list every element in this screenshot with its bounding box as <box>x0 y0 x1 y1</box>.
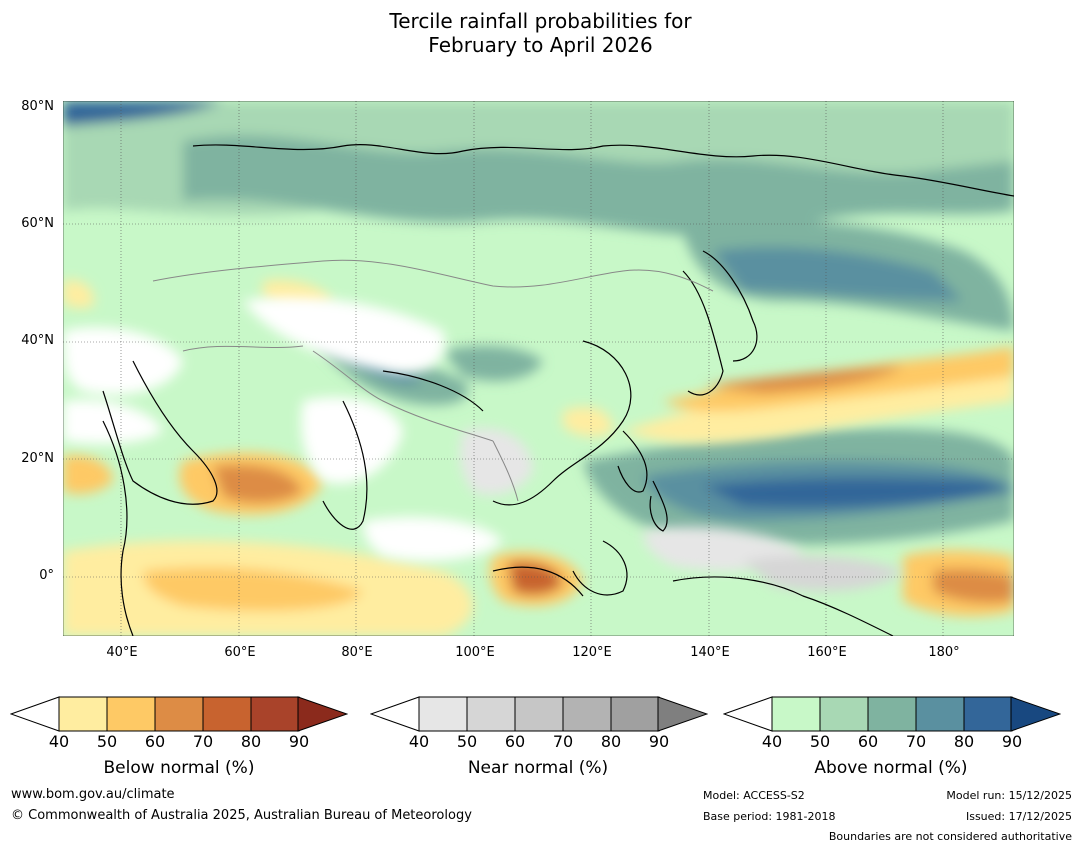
lon-label-40e: 40°E <box>106 645 138 660</box>
near-normal-field <box>63 297 903 591</box>
coastlines <box>102 144 1014 636</box>
website-link[interactable]: www.bom.gov.au/climate <box>11 787 175 802</box>
near-normal-segment <box>466 696 516 732</box>
base-period-text: Base period: 1981-2018 <box>703 810 836 823</box>
lat-label-60n: 60°N <box>21 216 54 231</box>
below-normal-tick-label: 90 <box>288 732 310 751</box>
map-gridlines <box>63 101 1014 636</box>
above-normal-tick-label: 50 <box>809 732 831 751</box>
near-normal-tick-label: 40 <box>408 732 430 751</box>
below-normal-title: Below normal (%) <box>103 758 255 778</box>
below-normal-segment <box>202 696 252 732</box>
lon-label-180: 180° <box>928 645 960 660</box>
near-normal-tick-label: 90 <box>648 732 670 751</box>
above-normal-tick-label: 40 <box>761 732 783 751</box>
boundaries-note: Boundaries are not considered authoritat… <box>828 830 1072 843</box>
above-normal-tick-label: 90 <box>1001 732 1023 751</box>
lon-label-120e: 120°E <box>572 645 612 660</box>
below-normal-segment <box>154 696 204 732</box>
below-normal-upper-extension <box>297 696 348 732</box>
below-normal-segment <box>106 696 156 732</box>
above-normal-tick-label: 70 <box>905 732 927 751</box>
lon-label-140e: 140°E <box>690 645 730 660</box>
above-normal-title: Above normal (%) <box>814 758 968 778</box>
near-normal-segment <box>610 696 660 732</box>
near-normal-tick-label: 60 <box>504 732 526 751</box>
above-normal-colorbar <box>723 696 1061 732</box>
near-normal-segment <box>514 696 564 732</box>
lat-label-0: 0° <box>39 568 54 583</box>
model-run-text: Model run: 15/12/2025 <box>946 789 1072 802</box>
near-normal-tick-label: 70 <box>552 732 574 751</box>
above-normal-segment <box>867 696 917 732</box>
near-normal-lower-extension <box>370 696 420 732</box>
model-text: Model: ACCESS-S2 <box>703 789 805 802</box>
near-normal-segment <box>562 696 612 732</box>
below-normal-tick-label: 40 <box>48 732 70 751</box>
near-normal-tick-label: 80 <box>600 732 622 751</box>
above-normal-tick-label: 60 <box>857 732 879 751</box>
lon-label-100e: 100°E <box>455 645 495 660</box>
above-normal-tick-label: 80 <box>953 732 975 751</box>
below-normal-lower-extension <box>10 696 60 732</box>
lat-label-40n: 40°N <box>21 333 54 348</box>
below-normal-colorbar <box>10 696 348 732</box>
below-normal-tick-label: 70 <box>192 732 214 751</box>
country-borders <box>152 259 714 502</box>
below-normal-tick-label: 50 <box>96 732 118 751</box>
title-line-1: Tercile rainfall probabilities for <box>389 9 692 33</box>
above-normal-segment <box>963 696 1013 732</box>
probability-map <box>63 101 1014 636</box>
near-normal-colorbar <box>370 696 708 732</box>
below-normal-tick-label: 80 <box>240 732 262 751</box>
lon-label-80e: 80°E <box>341 645 373 660</box>
lon-label-60e: 60°E <box>224 645 256 660</box>
below-normal-segment <box>250 696 300 732</box>
above-normal-upper-extension <box>1010 696 1061 732</box>
lon-label-160e: 160°E <box>807 645 847 660</box>
copyright-text: © Commonwealth of Australia 2025, Austra… <box>11 808 472 823</box>
title-line-2: February to April 2026 <box>428 33 653 57</box>
near-normal-segment <box>418 696 468 732</box>
below-normal-tick-label: 60 <box>144 732 166 751</box>
above-normal-segment <box>771 696 821 732</box>
lat-label-20n: 20°N <box>21 451 54 466</box>
above-normal-segment <box>819 696 869 732</box>
below-normal-segment <box>58 696 108 732</box>
above-normal-segment <box>915 696 965 732</box>
near-normal-upper-extension <box>657 696 708 732</box>
issued-text: Issued: 17/12/2025 <box>965 810 1072 823</box>
above-normal-lower-extension <box>723 696 773 732</box>
lat-label-80n: 80°N <box>21 99 54 114</box>
near-normal-tick-label: 50 <box>456 732 478 751</box>
near-normal-title: Near normal (%) <box>467 758 609 778</box>
chart-title: Tercile rainfall probabilities for Febru… <box>0 9 1081 57</box>
